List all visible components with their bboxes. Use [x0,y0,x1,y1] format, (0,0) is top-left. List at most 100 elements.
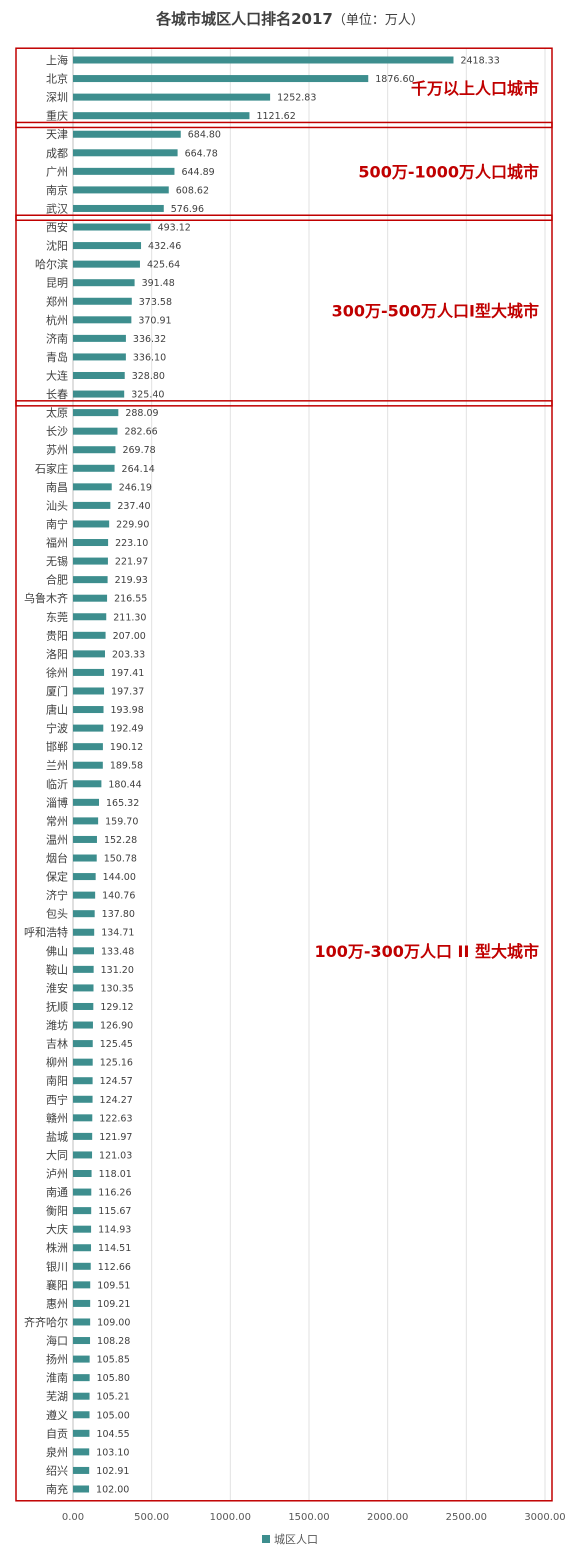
bar [73,1485,90,1493]
value-label: 121.03 [99,1150,132,1161]
bar [73,56,454,64]
category-label: 襄阳 [46,1278,68,1292]
category-label: 苏州 [46,444,68,457]
bar [73,204,164,212]
value-label: 134.71 [101,928,134,939]
value-label: 124.57 [100,1076,133,1087]
category-label: 绍兴 [46,1463,68,1477]
bar [73,668,105,676]
bar [73,353,126,361]
category-label: 大连 [46,368,68,382]
bar [73,780,102,788]
group-box [15,47,553,129]
value-label: 109.21 [97,1299,130,1310]
bar [73,242,142,250]
category-label: 南京 [46,183,68,197]
bar [73,1262,91,1270]
category-label: 昆明 [46,277,68,290]
bar [73,501,111,509]
value-label: 104.55 [96,1429,129,1440]
bar [73,817,99,825]
category-label: 福州 [46,536,68,550]
value-label: 229.90 [116,519,149,530]
bar [73,1299,91,1307]
category-label: 泉州 [46,1445,68,1459]
category-label: 呼和浩特 [24,925,68,939]
bar [73,613,107,621]
bar [73,1281,91,1289]
group-box [15,400,553,1502]
chart-title-main: 各城市城区人口排名2017 [156,10,333,28]
bar [73,260,140,268]
bar [73,112,250,120]
category-label: 大同 [46,1148,68,1162]
bar [73,539,109,547]
value-label: 1121.62 [256,111,295,122]
x-tick-label: 1000.00 [210,1512,251,1523]
value-label: 1876.60 [375,74,414,85]
bar [73,1448,90,1456]
bar [73,873,96,881]
value-label: 159.70 [105,816,138,827]
group-label: 500万-1000万人口城市 [358,162,539,181]
category-label: 成都 [46,147,68,160]
value-label: 264.14 [122,464,155,475]
category-label: 包头 [46,908,68,921]
category-label: 杭州 [46,313,68,327]
bar [73,631,106,639]
bar [73,1002,94,1010]
value-label: 126.90 [100,1021,133,1032]
bar [73,965,94,973]
value-label: 165.32 [106,798,139,809]
bar [73,1429,90,1437]
value-label: 223.10 [115,538,148,549]
category-label: 柳州 [46,1055,68,1069]
bar [73,1374,90,1382]
bar [73,520,110,528]
bar [73,1151,93,1159]
value-label: 105.80 [97,1373,130,1384]
x-tick-label: 0.00 [62,1512,84,1523]
category-label: 遵义 [46,1408,68,1422]
x-tick-label: 3000.00 [524,1512,565,1523]
value-label: 684.80 [188,130,221,141]
value-label: 114.93 [98,1225,131,1236]
value-label: 203.33 [112,649,145,660]
bar [73,1095,93,1103]
value-label: 664.78 [185,148,218,159]
value-label: 219.93 [115,575,148,586]
category-label: 郑州 [46,294,68,308]
value-label: 211.30 [113,612,146,623]
category-label: 乌鲁木齐 [24,591,68,605]
category-label: 东莞 [46,611,68,624]
value-label: 608.62 [176,185,209,196]
value-label: 129.12 [100,1002,133,1013]
category-label: 惠州 [46,1296,68,1310]
value-label: 105.00 [97,1410,130,1421]
category-label: 上海 [46,53,68,67]
value-label: 122.63 [99,1113,132,1124]
group-label: 300万-500万人口I型大城市 [332,302,539,321]
value-label: 137.80 [102,909,135,920]
value-label: 237.40 [117,501,150,512]
value-label: 103.10 [96,1447,129,1458]
x-tick-label: 1500.00 [288,1512,329,1523]
bar [73,167,175,175]
category-label: 常州 [46,815,68,828]
category-label: 宁波 [46,721,68,735]
category-label: 南充 [46,1482,68,1496]
bar [73,835,97,843]
category-label: 武汉 [46,202,68,215]
category-label: 唐山 [46,703,68,717]
value-label: 325.40 [131,390,164,401]
legend-swatch [262,1535,270,1543]
value-label: 130.35 [101,983,134,994]
value-label: 114.51 [98,1243,131,1254]
category-label: 北京 [46,72,68,86]
bar [73,223,151,231]
bar [73,687,105,695]
value-label: 221.97 [115,557,148,568]
value-label: 109.00 [97,1317,130,1328]
value-label: 190.12 [110,742,143,753]
